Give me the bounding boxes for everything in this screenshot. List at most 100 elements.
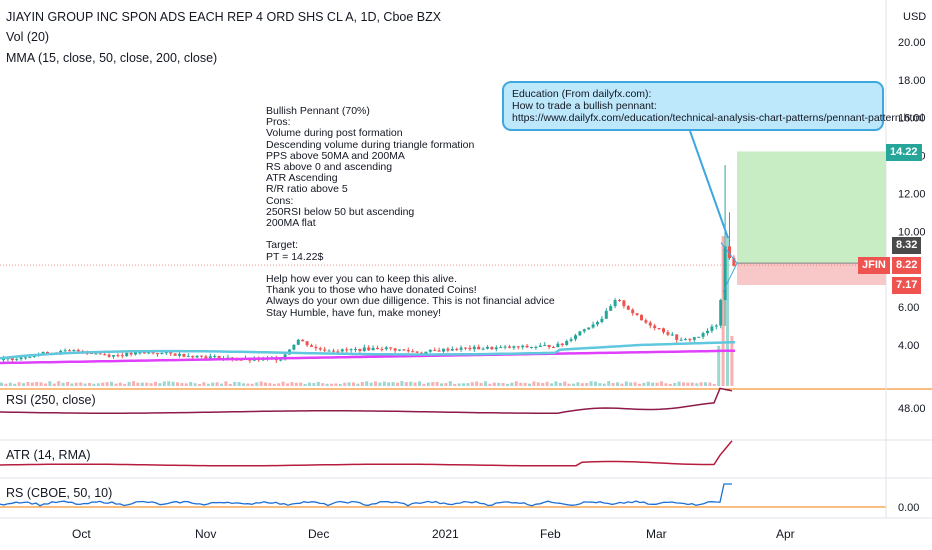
candle-body (314, 346, 318, 349)
candle-body (402, 349, 406, 351)
candle-body (41, 351, 45, 354)
candle-body (415, 351, 419, 353)
volume-bar (88, 382, 91, 386)
candle-body (371, 347, 375, 351)
candle-body (376, 347, 379, 350)
candle-body (648, 322, 652, 326)
candle-body (472, 346, 476, 350)
volume-bar (255, 382, 259, 386)
volume-bar (616, 382, 619, 386)
candle-body (622, 300, 626, 307)
volume-bar (580, 383, 584, 386)
volume-bar (79, 382, 83, 386)
volume-bar (321, 383, 325, 386)
candle-body (653, 325, 657, 329)
candle-body (455, 349, 459, 351)
volume-bar (145, 382, 149, 386)
mma-indicator-label[interactable]: MMA (15, close, 50, close, 200, close) (6, 51, 218, 65)
candle-body (389, 347, 393, 349)
candle-body (345, 349, 349, 351)
volume-bar (308, 382, 311, 386)
candle-body (706, 330, 709, 334)
candle-body (182, 353, 186, 357)
candle-body (354, 348, 357, 350)
volume-bar (475, 381, 479, 386)
candle-body (208, 356, 212, 359)
volume-bar (154, 381, 157, 386)
candle-body (719, 300, 723, 326)
candle-body (318, 348, 322, 350)
candle-body (503, 346, 507, 348)
candle-body (728, 246, 731, 259)
vol-indicator-label[interactable]: Vol (20) (6, 30, 50, 44)
candle-body (94, 353, 98, 355)
volume-bar (281, 381, 285, 386)
volume-bar (356, 383, 360, 386)
volume-bar (4, 383, 8, 386)
volume-bar (462, 383, 465, 386)
candle-body (98, 353, 102, 355)
price-axis-tick: 20.00 (898, 37, 926, 49)
time-axis-label: Dec (308, 527, 329, 541)
atr-pane-title[interactable]: ATR (14, RMA) (6, 448, 91, 462)
candle-body (723, 246, 727, 301)
candle-body (464, 347, 467, 349)
candle-body (156, 353, 159, 355)
volume-bar (660, 381, 663, 386)
volume-bar (682, 382, 685, 386)
volume-bar (312, 382, 316, 386)
volume-bar (646, 381, 650, 386)
volume-bar (642, 382, 646, 386)
candle-body (213, 356, 217, 358)
volume-bar (8, 382, 12, 386)
entry-price-tag: 8.32 (892, 237, 922, 254)
volume-bar (30, 382, 34, 386)
candle-body (138, 352, 142, 354)
price-axis-tick: 12.00 (898, 188, 926, 200)
volume-bar (655, 382, 659, 386)
volume-bar (338, 383, 342, 386)
volume-bar (189, 381, 193, 386)
volume-bar (550, 383, 553, 386)
volume-bar (510, 382, 514, 386)
candle-body (411, 351, 415, 353)
volume-bar (708, 382, 712, 386)
rsi-pane-title[interactable]: RSI (250, close) (6, 393, 96, 407)
volume-bar (44, 383, 47, 386)
volume-bar (224, 381, 228, 386)
volume-bar (404, 382, 408, 386)
volume-bar (374, 381, 377, 386)
candle-body (103, 354, 107, 356)
rs-line (0, 483, 732, 507)
candle-body (292, 344, 296, 350)
volume-bar (193, 383, 197, 386)
volume-bar (545, 381, 549, 386)
volume-bar (184, 383, 188, 386)
candle-body (151, 352, 155, 354)
volume-bar (127, 381, 131, 386)
volume-bar (118, 382, 122, 386)
volume-bar (92, 383, 96, 386)
volume-bar (730, 335, 734, 386)
volume-bar (101, 382, 105, 386)
education-callout[interactable]: Education (From dailyfx.com): How to tra… (502, 81, 923, 131)
candle-body (657, 328, 661, 330)
candle-body (358, 348, 362, 352)
volume-bar (39, 382, 43, 386)
candle-body (591, 324, 595, 328)
volume-bar (246, 383, 250, 386)
volume-bar (215, 382, 219, 386)
rs-axis-tick: 0.00 (898, 502, 919, 514)
candle-body (169, 352, 173, 354)
analysis-note: Bullish Pennant (70%) Pros: Volume durin… (266, 105, 555, 319)
candle-body (547, 344, 551, 348)
candle-body (107, 354, 111, 357)
candle-body (574, 335, 577, 340)
volume-bar (523, 382, 527, 386)
candle-body (714, 325, 718, 327)
candle-body (380, 349, 384, 351)
volume-bar (382, 381, 386, 386)
candle-body (688, 339, 692, 341)
rs-pane-title[interactable]: RS (CBOE, 50, 10) (6, 486, 113, 500)
